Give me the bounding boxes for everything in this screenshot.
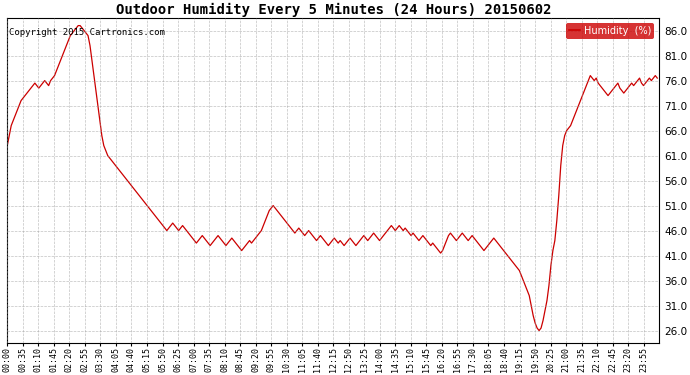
Legend: Humidity  (%): Humidity (%) [566, 23, 654, 39]
Title: Outdoor Humidity Every 5 Minutes (24 Hours) 20150602: Outdoor Humidity Every 5 Minutes (24 Hou… [115, 3, 551, 17]
Text: Copyright 2015 Cartronics.com: Copyright 2015 Cartronics.com [8, 28, 164, 37]
